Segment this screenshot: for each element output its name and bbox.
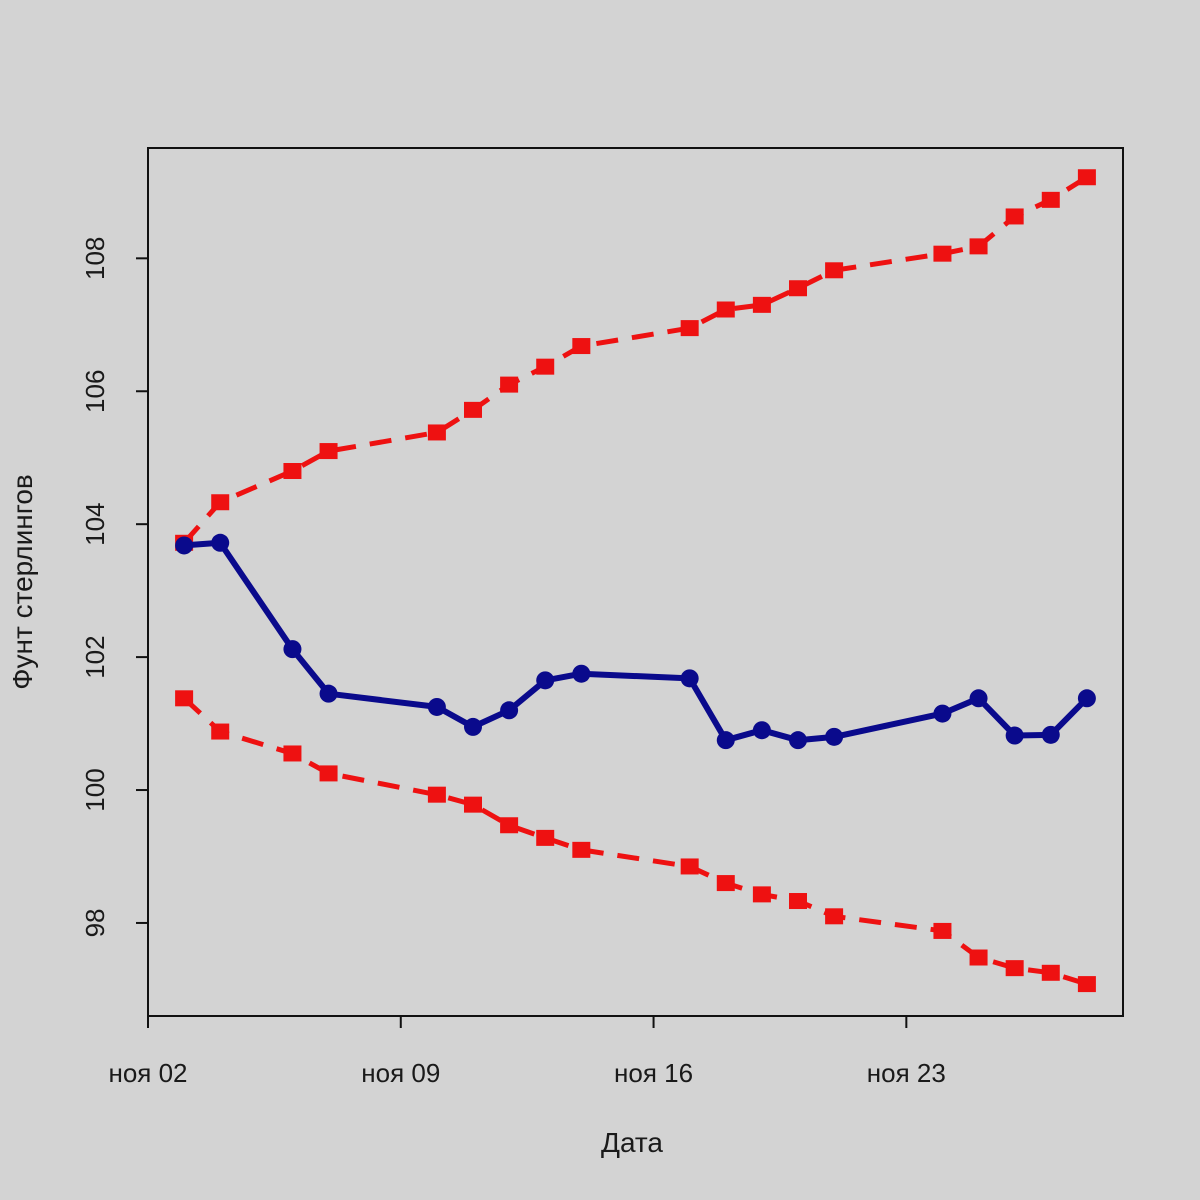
lower-bound-point <box>825 908 844 925</box>
y-tick-label: 100 <box>80 768 110 811</box>
lower-bound-point <box>752 886 771 903</box>
y-tick-label: 104 <box>80 502 110 545</box>
forecast-point <box>1005 726 1024 745</box>
axis-layer: ноя 02 ноя 09 ноя 16 ноя 23 98 100 102 104 106 10… <box>80 237 946 1088</box>
upper-bound-point <box>319 443 338 460</box>
upper-bound-point <box>680 320 699 337</box>
lower-bound-point <box>211 723 230 740</box>
forecast-point <box>933 704 952 723</box>
forecast-point <box>464 717 482 736</box>
upper-bound-point <box>1041 191 1060 208</box>
upper-bound-point <box>427 424 446 441</box>
lower-bound-point <box>572 841 591 858</box>
series-layer <box>175 169 1096 993</box>
forecast-point <box>752 721 771 740</box>
forecast-point <box>175 536 194 555</box>
upper-bound-point <box>789 280 807 297</box>
upper-bound-point <box>969 238 988 255</box>
forecast-point <box>1077 689 1096 708</box>
forecast-point <box>283 640 302 659</box>
lower-bound-point <box>464 796 482 813</box>
lower-bound-point <box>319 765 338 782</box>
upper-bound-point <box>500 376 519 393</box>
upper-bound-point <box>752 296 771 313</box>
lower-bound-point <box>500 817 519 834</box>
forecast-point <box>211 533 230 552</box>
forecast-point <box>536 671 555 690</box>
upper-bound-point <box>211 494 230 511</box>
upper-bound-point <box>536 358 555 375</box>
upper-bound-point <box>933 245 952 262</box>
upper-bound-point <box>716 301 735 318</box>
forecast-point <box>427 697 446 716</box>
forecast-point <box>716 731 735 750</box>
forecast-point <box>789 731 807 750</box>
lower-bound-point <box>969 949 988 966</box>
x-tick-label: ноя 09 <box>361 1058 440 1088</box>
y-axis-label: Фунт стерлингов <box>7 474 38 690</box>
forecast-point <box>680 669 699 688</box>
lower-bound-point <box>283 745 302 762</box>
upper-bound-point <box>572 338 591 355</box>
x-tick-label: ноя 16 <box>614 1058 693 1088</box>
forecast-point <box>1041 725 1060 744</box>
lower-bound-point <box>933 922 952 939</box>
upper-bound-point <box>825 262 844 279</box>
x-axis-label: Дата <box>601 1127 663 1158</box>
forecast-point <box>572 664 591 683</box>
forecast-point <box>825 727 844 746</box>
lower-bound-point <box>427 786 446 803</box>
upper-bound-point <box>283 463 302 480</box>
forecast-point <box>319 684 338 703</box>
lower-bound-point <box>789 893 807 910</box>
upper-bound-point <box>1005 208 1024 225</box>
y-tick-label: 98 <box>80 908 110 937</box>
x-tick-label: ноя 23 <box>867 1058 946 1088</box>
y-tick-label: 108 <box>80 237 110 280</box>
lower-bound-point <box>716 875 735 892</box>
x-tick-label: ноя 02 <box>108 1058 187 1088</box>
y-tick-label: 106 <box>80 370 110 413</box>
forecast-point <box>969 689 988 708</box>
upper-bound-point <box>1077 169 1096 186</box>
lower-bound-point <box>536 829 555 846</box>
lower-bound-point <box>1005 960 1024 977</box>
lower-bound-point <box>175 690 194 707</box>
lower-bound-point <box>1041 964 1060 981</box>
y-tick-label: 102 <box>80 635 110 678</box>
lower-bound-point <box>1077 976 1096 993</box>
upper-bound-point <box>464 401 482 418</box>
forecast-point <box>500 701 519 720</box>
lower-bound-point <box>680 858 699 875</box>
